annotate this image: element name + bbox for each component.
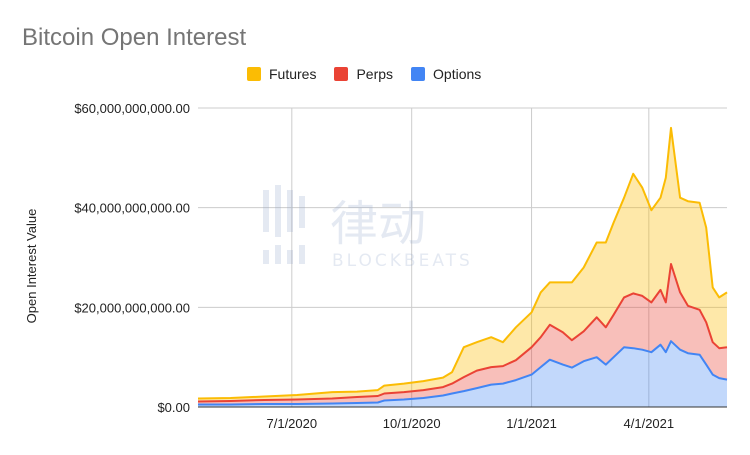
area-perps [198, 264, 727, 405]
y-tick-labels: $0.00 $20,000,000,000.00 $40,000,000,000.0… [74, 101, 190, 415]
x-tick-label: 10/1/2020 [383, 416, 441, 431]
series-lines [197, 126, 728, 406]
legend-swatch-futures [247, 67, 261, 81]
gridlines [198, 107, 727, 407]
chart-legend: Futures Perps Options [247, 66, 499, 82]
y-tick-label: $60,000,000,000.00 [74, 101, 190, 116]
y-tick-label: $0.00 [157, 400, 190, 415]
x-tick-label: 7/1/2020 [267, 416, 318, 431]
y-tick-label: $20,000,000,000.00 [74, 300, 190, 315]
y-axis-title: Open Interest Value [24, 209, 39, 324]
line-futures[interactable] [197, 126, 728, 400]
legend-label-futures: Futures [269, 66, 317, 82]
legend-item-futures[interactable]: Futures [247, 66, 316, 82]
x-tick-labels: 7/1/2020 10/1/2020 1/1/2021 4/1/2021 [267, 416, 675, 431]
line-options[interactable] [198, 340, 728, 406]
legend-item-options[interactable]: Options [411, 66, 481, 82]
x-tick-label: 1/1/2021 [506, 416, 557, 431]
x-tick-label: 4/1/2021 [624, 416, 675, 431]
watermark-cn-text: 律动 [330, 196, 426, 252]
blockbeats-logo-icon [263, 185, 305, 264]
legend-item-perps[interactable]: Perps [334, 66, 393, 82]
chart-title: Bitcoin Open Interest [22, 24, 247, 51]
watermark: 律动 BLOCKBEATS [263, 185, 473, 271]
line-perps[interactable] [197, 263, 728, 403]
y-tick-label: $40,000,000,000.00 [74, 201, 190, 216]
legend-label-perps: Perps [356, 66, 394, 82]
legend-label-options: Options [433, 66, 482, 82]
legend-swatch-perps [334, 67, 349, 81]
watermark-en-text: BLOCKBEATS [332, 251, 473, 271]
legend-swatch-options [411, 67, 426, 81]
area-options [198, 341, 727, 407]
